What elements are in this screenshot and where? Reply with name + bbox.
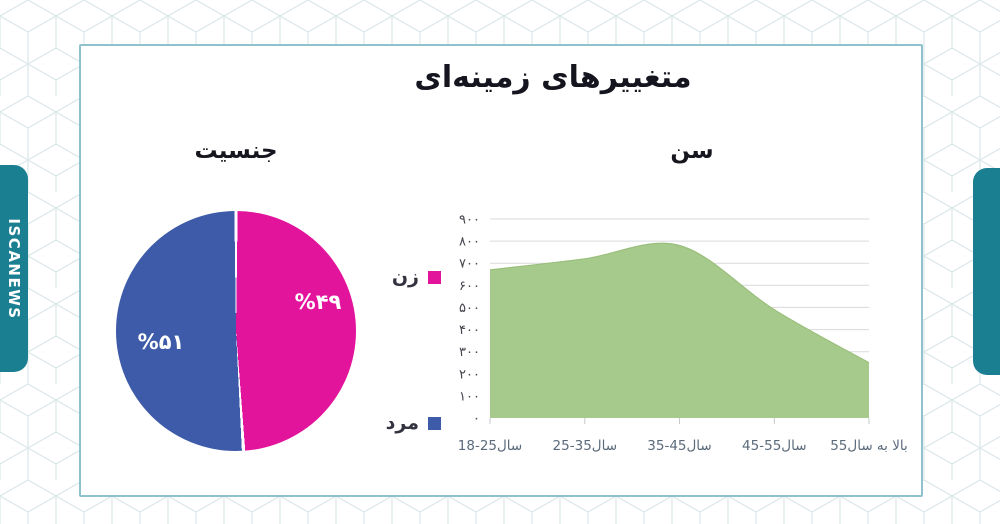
age-section-heading: سن <box>670 138 714 164</box>
svg-text:۳۰۰: ۳۰۰ <box>459 345 480 360</box>
svg-text:۰: ۰ <box>473 412 480 427</box>
legend-swatch-male <box>428 416 441 430</box>
iscanews-right-badge <box>973 168 1000 375</box>
svg-text:سال25-18: سال25-18 <box>458 438 522 454</box>
iscanews-left-badge: ISCANEWS <box>0 165 28 372</box>
pie-value-label-female: %۴۹ <box>294 290 342 314</box>
gender-pie-chart: %۴۹ %۵۱ <box>116 211 356 451</box>
svg-text:۱۰۰: ۱۰۰ <box>459 389 480 404</box>
legend-label-female: زن <box>391 266 419 288</box>
legend-item-female: زن <box>321 264 441 290</box>
legend-label-male: مرد <box>385 412 419 434</box>
legend-swatch-female <box>428 270 441 284</box>
svg-text:۹۰۰: ۹۰۰ <box>459 213 480 228</box>
svg-text:سال45-35: سال45-35 <box>647 438 711 454</box>
svg-text:۲۰۰: ۲۰۰ <box>459 367 480 382</box>
svg-text:سال35-25: سال35-25 <box>553 438 617 454</box>
svg-text:۷۰۰: ۷۰۰ <box>459 257 480 272</box>
infographic-card: متغییرهای زمینه‌ای جنسیت %۴۹ %۵۱ زن مرد … <box>79 44 923 497</box>
gender-section-heading: جنسیت <box>194 138 278 164</box>
pie-value-label-male: %۵۱ <box>137 330 185 354</box>
svg-text:۵۰۰: ۵۰۰ <box>459 301 480 316</box>
svg-text:سال55-45: سال55-45 <box>742 438 806 454</box>
svg-text:۶۰۰: ۶۰۰ <box>459 279 480 294</box>
svg-text:55⁨سال⁩ ⁨به⁩ ⁨بالا⁩: 55⁨سال⁩ ⁨به⁩ ⁨بالا⁩ <box>830 438 908 454</box>
iscanews-label: ISCANEWS <box>5 217 23 320</box>
age-area-chart: ۰ ۱۰۰ ۲۰۰ ۳۰۰ ۴۰۰ ۵۰۰ ۶۰۰ ۷۰۰ ۸۰۰ ۹۰۰ سال25-18 سال3… <box>458 213 908 455</box>
svg-text:۴۰۰: ۴۰۰ <box>459 323 480 338</box>
legend-item-male: مرد <box>321 410 441 436</box>
svg-text:۸۰۰: ۸۰۰ <box>459 235 480 250</box>
page-title: متغییرهای زمینه‌ای <box>414 60 692 95</box>
